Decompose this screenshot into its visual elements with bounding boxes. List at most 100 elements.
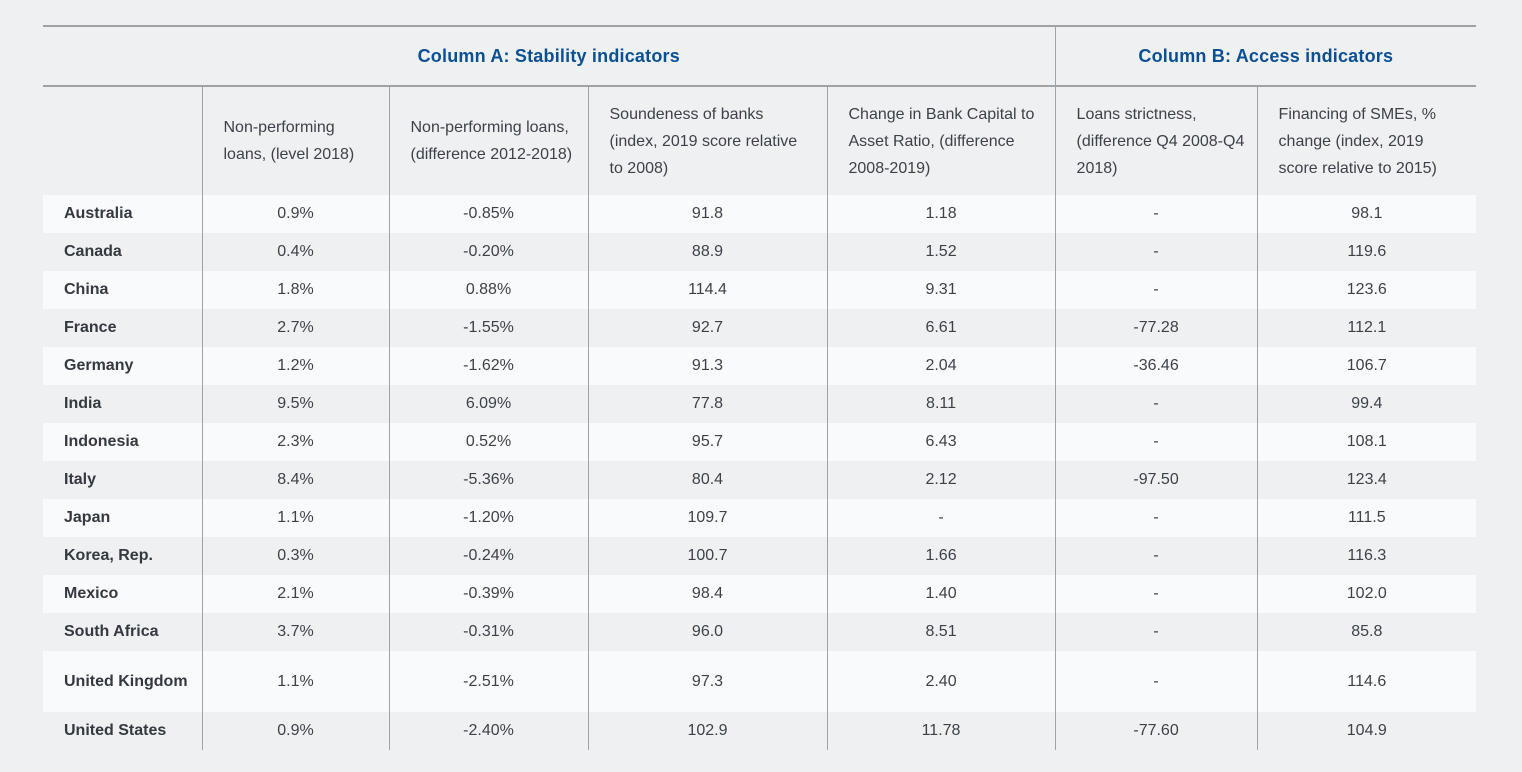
value-cell: 2.04 [826,347,1056,385]
value-cell: 108.1 [1256,423,1477,461]
value-cell: 8.11 [826,385,1056,423]
table-row: Germany 1.2% -1.62% 91.3 2.04 -36.46 106… [43,347,1477,385]
value-cell: -0.85% [388,195,588,233]
column-header: Change in Bank Capital to Asset Ratio, (… [826,86,1056,195]
value-cell: 8.51 [826,613,1056,651]
value-cell: 100.7 [587,537,827,575]
country-header [43,86,202,195]
value-cell: 1.18 [826,195,1056,233]
value-cell: 116.3 [1256,537,1477,575]
value-cell: 97.3 [587,651,827,712]
column-header: Non-performing loans, (level 2018) [201,86,389,195]
value-cell: - [1054,651,1258,712]
value-cell: -0.31% [388,613,588,651]
country-cell: Korea, Rep. [43,537,202,575]
value-cell: 92.7 [587,309,827,347]
value-cell: -77.60 [1054,712,1258,750]
value-cell: 91.8 [587,195,827,233]
value-cell: 9.31 [826,271,1056,309]
country-cell: Australia [43,195,202,233]
value-cell: 0.52% [388,423,588,461]
value-cell: 0.88% [388,271,588,309]
country-cell: France [43,309,202,347]
value-cell: 111.5 [1256,499,1477,537]
table-row: France 2.7% -1.55% 92.7 6.61 -77.28 112.… [43,309,1477,347]
country-cell: Mexico [43,575,202,613]
value-cell: -1.55% [388,309,588,347]
country-cell: Germany [43,347,202,385]
value-cell: - [1054,499,1258,537]
value-cell: 1.66 [826,537,1056,575]
value-cell: 0.4% [201,233,389,271]
value-cell: 1.2% [201,347,389,385]
value-cell: 77.8 [587,385,827,423]
value-cell: 1.40 [826,575,1056,613]
country-cell: Indonesia [43,423,202,461]
country-cell: China [43,271,202,309]
value-cell: 11.78 [826,712,1056,750]
table-row: India 9.5% 6.09% 77.8 8.11 - 99.4 [43,385,1477,423]
value-cell: -77.28 [1054,309,1258,347]
table-row: Korea, Rep. 0.3% -0.24% 100.7 1.66 - 116… [43,537,1477,575]
value-cell: 123.4 [1256,461,1477,499]
column-header-row: Non-performing loans, (level 2018) Non-p… [43,86,1477,195]
table-row: Mexico 2.1% -0.39% 98.4 1.40 - 102.0 [43,575,1477,613]
value-cell: 123.6 [1256,271,1477,309]
value-cell: -1.62% [388,347,588,385]
column-header: Soundeness of banks (index, 2019 score r… [587,86,827,195]
column-header: Non-performing loans, (difference 2012-2… [388,86,588,195]
country-cell: India [43,385,202,423]
value-cell: 2.3% [201,423,389,461]
group-header-row: Column A: Stability indicators Column B:… [43,25,1477,87]
value-cell: 91.3 [587,347,827,385]
value-cell: 3.7% [201,613,389,651]
value-cell: -2.40% [388,712,588,750]
country-cell: United States [43,712,202,750]
value-cell: 114.4 [587,271,827,309]
value-cell: -36.46 [1054,347,1258,385]
value-cell: 2.1% [201,575,389,613]
value-cell: -0.39% [388,575,588,613]
value-cell: - [1054,271,1258,309]
value-cell: - [1054,575,1258,613]
value-cell: 119.6 [1256,233,1477,271]
value-cell: 99.4 [1256,385,1477,423]
column-header: Financing of SMEs, % change (index, 2019… [1256,86,1477,195]
country-cell: South Africa [43,613,202,651]
value-cell: -2.51% [388,651,588,712]
group-header-access: Column B: Access indicators [1054,25,1477,87]
value-cell: 112.1 [1256,309,1477,347]
value-cell: - [1054,423,1258,461]
value-cell: 2.12 [826,461,1056,499]
value-cell: 6.61 [826,309,1056,347]
value-cell: - [826,499,1056,537]
table-row: Canada 0.4% -0.20% 88.9 1.52 - 119.6 [43,233,1477,271]
value-cell: -0.20% [388,233,588,271]
table-row: China 1.8% 0.88% 114.4 9.31 - 123.6 [43,271,1477,309]
value-cell: 106.7 [1256,347,1477,385]
value-cell: -5.36% [388,461,588,499]
country-cell: Japan [43,499,202,537]
indicators-table-container: Column A: Stability indicators Column B:… [43,25,1477,750]
value-cell: 1.1% [201,651,389,712]
value-cell: 9.5% [201,385,389,423]
country-cell: United Kingdom [43,651,202,712]
value-cell: -97.50 [1054,461,1258,499]
table-row: United Kingdom 1.1% -2.51% 97.3 2.40 - 1… [43,651,1477,712]
value-cell: 98.4 [587,575,827,613]
value-cell: 102.9 [587,712,827,750]
value-cell: 80.4 [587,461,827,499]
value-cell: 8.4% [201,461,389,499]
value-cell: 1.52 [826,233,1056,271]
table-row: Indonesia 2.3% 0.52% 95.7 6.43 - 108.1 [43,423,1477,461]
value-cell: 95.7 [587,423,827,461]
value-cell: - [1054,233,1258,271]
value-cell: 96.0 [587,613,827,651]
column-header: Loans strictness, (difference Q4 2008-Q4… [1054,86,1258,195]
value-cell: - [1054,613,1258,651]
value-cell: 1.8% [201,271,389,309]
group-header-stability: Column A: Stability indicators [43,25,1056,87]
value-cell: 88.9 [587,233,827,271]
value-cell: 6.43 [826,423,1056,461]
table-row: United States 0.9% -2.40% 102.9 11.78 -7… [43,712,1477,750]
